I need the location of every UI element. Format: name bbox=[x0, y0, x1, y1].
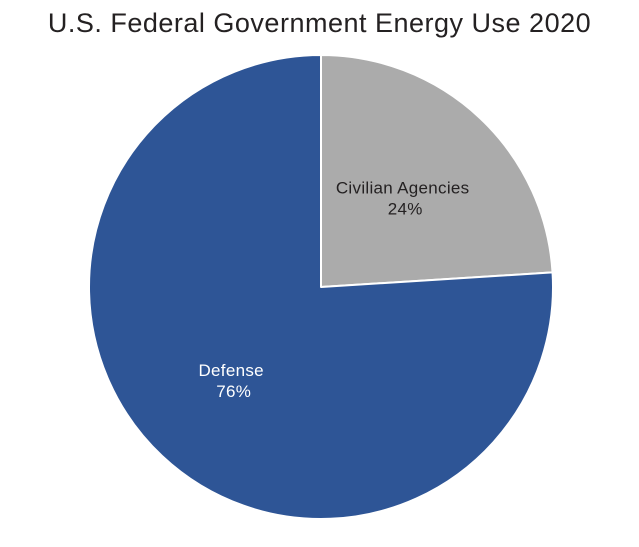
chart-title: U.S. Federal Government Energy Use 2020 bbox=[47, 8, 592, 38]
slice-label-civilian-agencies-name: Civilian Agencies bbox=[336, 178, 470, 197]
pie-labels: Civilian Agencies 24% Defense 76% bbox=[198, 178, 475, 401]
slice-label-defense-percent: 76% bbox=[216, 382, 251, 401]
slice-label-civilian-agencies-percent: 24% bbox=[388, 199, 423, 218]
slice-label-defense: Defense 76% bbox=[198, 361, 268, 401]
pie-slices bbox=[87, 54, 554, 520]
pie-slice-defense bbox=[87, 54, 554, 520]
slice-label-defense-name: Defense bbox=[198, 361, 263, 380]
pie-slice-civilian-agencies bbox=[320, 54, 554, 288]
slice-label-civilian-agencies: Civilian Agencies 24% bbox=[336, 178, 475, 218]
